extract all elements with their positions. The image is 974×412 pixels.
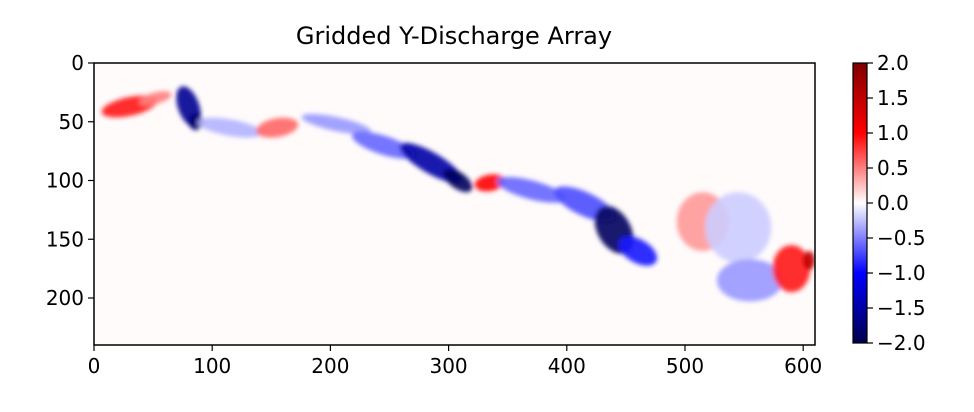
colorbar: 2.0 1.5 1.0 0.5 0.0 −0.5 −1.0 −1.5 −2.0 xyxy=(852,51,926,355)
y-axis: 0 50 100 150 200 xyxy=(46,51,94,310)
heatmap-cell-7 xyxy=(351,131,416,159)
heatmap-cell-3 xyxy=(188,113,203,130)
y-tick-label: 150 xyxy=(46,227,84,251)
y-tick-label: 0 xyxy=(71,51,84,75)
heatmap-cell-6 xyxy=(301,114,372,135)
heatmap-cell-9 xyxy=(443,168,473,193)
x-tick-label: 200 xyxy=(311,354,349,378)
plot-frame xyxy=(93,62,816,346)
colorbar-tick-label: −1.5 xyxy=(877,296,926,320)
colorbar-tick-label: −0.5 xyxy=(877,226,926,250)
heatmap-cell-18 xyxy=(772,245,811,293)
colorbar-ticks: 2.0 1.5 1.0 0.5 0.0 −0.5 −1.0 −1.5 −2.0 xyxy=(867,51,926,355)
y-tick-label: 50 xyxy=(59,110,84,134)
x-tick-label: 0 xyxy=(88,354,101,378)
y-tick-label: 100 xyxy=(46,169,84,193)
colorbar-tick-label: −1.0 xyxy=(877,261,926,285)
heatmap-cell-5 xyxy=(256,117,299,138)
colorbar-tick-label: 2.0 xyxy=(877,51,909,75)
heatmap-cell-10 xyxy=(474,174,506,192)
plot-area: 0 100 200 300 400 500 600 0 50 100 150 200 xyxy=(46,51,822,378)
x-tick-label: 600 xyxy=(784,354,822,378)
x-tick-label: 100 xyxy=(193,354,231,378)
heatmap-cell-16 xyxy=(705,192,772,263)
colorbar-tick-label: 0.5 xyxy=(877,156,909,180)
colorbar-tick-label: 1.0 xyxy=(877,121,909,145)
x-tick-label: 500 xyxy=(666,354,704,378)
y-tick-label: 200 xyxy=(46,286,84,310)
heatmap-cell-17 xyxy=(716,259,784,302)
heatmap-cell-19 xyxy=(803,251,815,270)
chart-title: Gridded Y-Discharge Array xyxy=(296,22,612,50)
x-tick-label: 400 xyxy=(548,354,586,378)
heatmap-cell-14 xyxy=(618,236,658,266)
x-axis: 0 100 200 300 400 500 600 xyxy=(88,345,822,378)
colorbar-tick-label: −2.0 xyxy=(877,331,926,355)
colorbar-tick-label: 0.0 xyxy=(877,191,909,215)
colorbar-tick-label: 1.5 xyxy=(877,86,909,110)
heatmap-cell-4 xyxy=(197,117,263,138)
heatmap-features xyxy=(101,86,815,302)
heatmap-cell-1 xyxy=(139,91,172,106)
heatmap-cell-11 xyxy=(496,176,566,203)
x-tick-label: 300 xyxy=(429,354,467,378)
colorbar-gradient xyxy=(852,62,868,344)
